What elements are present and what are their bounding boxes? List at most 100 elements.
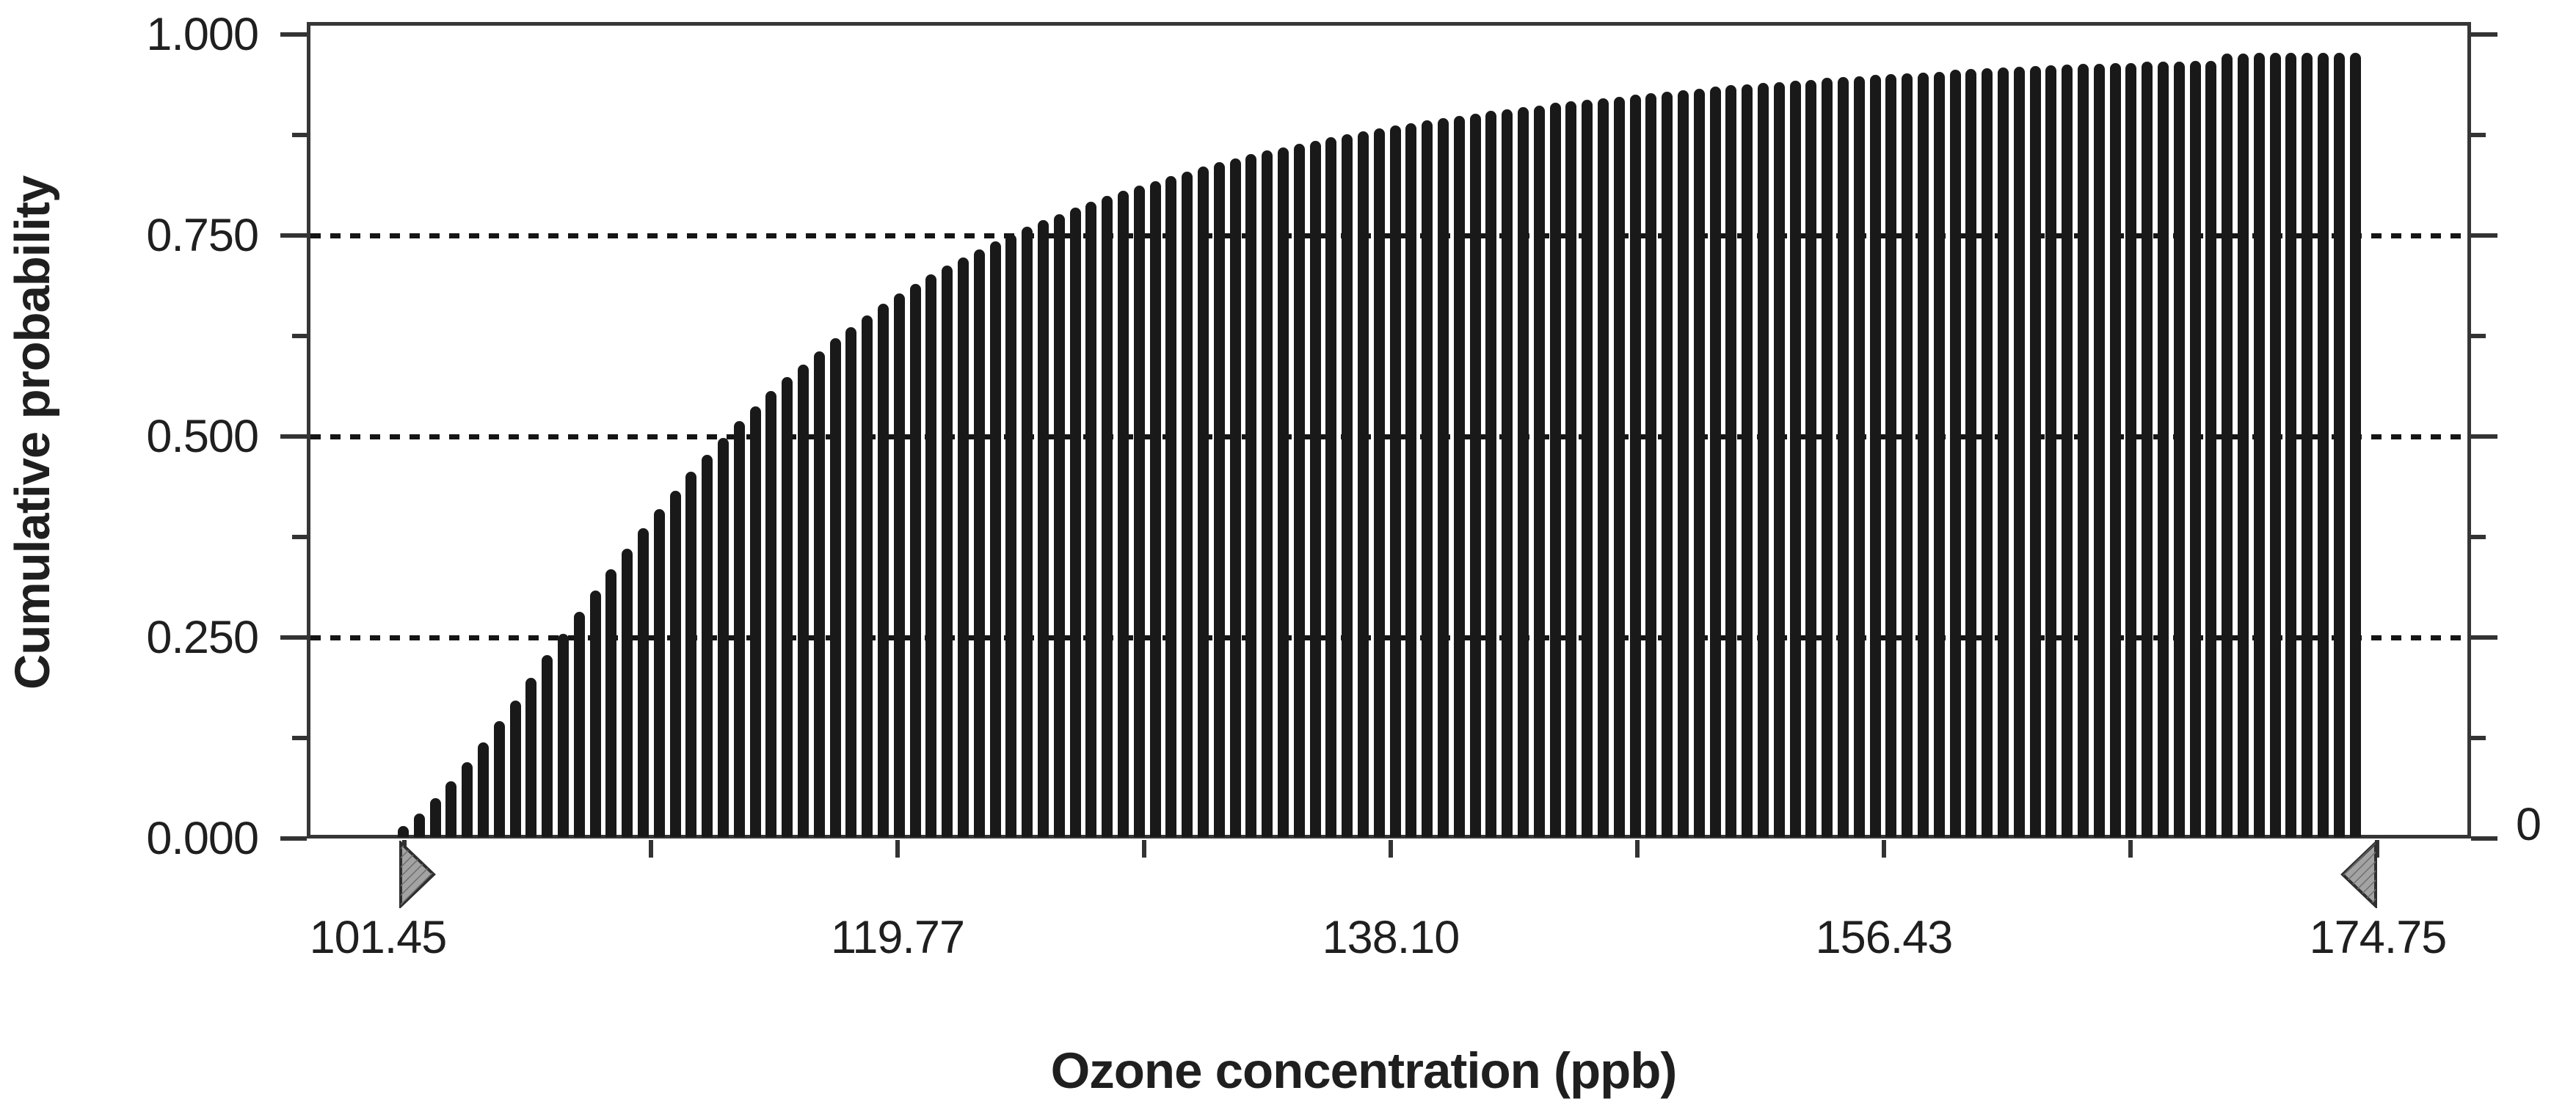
bar <box>1310 141 1321 837</box>
bar <box>1165 176 1176 837</box>
bar <box>1102 196 1113 837</box>
bar <box>1470 114 1481 837</box>
bar <box>1325 137 1336 837</box>
max-range-grabber-icon[interactable] <box>2340 841 2378 908</box>
bar <box>2174 62 2185 837</box>
bar <box>1950 70 1961 837</box>
bar <box>862 315 873 837</box>
bar <box>1485 111 1496 837</box>
bar <box>1645 93 1656 837</box>
bar <box>1758 83 1769 837</box>
bar <box>1582 100 1593 837</box>
bar <box>958 257 969 837</box>
x-axis-tick <box>649 840 653 858</box>
bar <box>685 472 696 837</box>
bar <box>654 509 665 837</box>
bar <box>2030 66 2041 837</box>
bar <box>1005 234 1016 837</box>
y-axis-major-tick <box>280 32 307 37</box>
bar <box>2190 61 2201 837</box>
y-axis-major-tick <box>280 635 307 640</box>
bar <box>2334 53 2345 837</box>
bar <box>1902 73 1913 837</box>
bar <box>622 549 633 837</box>
bar <box>1422 120 1433 837</box>
y-axis-minor-tick <box>292 133 307 137</box>
bar <box>1870 75 1881 837</box>
bar <box>1678 90 1689 837</box>
bar <box>814 351 825 837</box>
bar <box>782 377 793 837</box>
bar <box>1342 134 1353 837</box>
bar <box>1230 158 1241 837</box>
bar <box>1854 76 1865 837</box>
bar <box>574 612 585 837</box>
bar <box>558 634 569 837</box>
bar <box>1118 191 1129 837</box>
bar <box>1934 72 1945 837</box>
bar <box>2014 67 2025 837</box>
bar <box>542 655 553 837</box>
y-tick-label-0750: 0.750 <box>146 210 259 261</box>
y-axis-minor-tick <box>292 535 307 539</box>
y-tick-label-0000: 0.000 <box>146 813 259 864</box>
bar <box>494 721 505 837</box>
bar <box>2318 53 2329 837</box>
bar <box>2158 62 2169 837</box>
bar <box>1198 167 1209 837</box>
y-axis-right-minor-tick <box>2471 133 2486 137</box>
bar <box>925 274 936 837</box>
bar <box>734 421 745 837</box>
bar <box>1054 214 1065 837</box>
y-axis-minor-tick <box>292 334 307 338</box>
bar <box>878 304 889 837</box>
bar <box>718 438 729 837</box>
bar <box>1742 84 1753 837</box>
bar <box>2222 54 2233 837</box>
bar <box>414 814 425 837</box>
bar <box>638 528 649 837</box>
bar <box>1214 162 1225 837</box>
bar <box>1662 92 1673 837</box>
bar <box>2205 61 2216 837</box>
bar <box>974 249 985 837</box>
bar <box>1374 128 1385 837</box>
bar <box>462 762 473 837</box>
bar <box>430 798 441 837</box>
bar <box>590 591 601 837</box>
bar <box>1405 123 1416 837</box>
bar <box>845 327 856 837</box>
x-axis-tick <box>895 840 900 858</box>
bar <box>1565 101 1576 837</box>
bar <box>1085 202 1096 837</box>
x-axis-tick <box>1389 840 1393 858</box>
bar <box>798 365 809 837</box>
y-tick-label-1000: 1.000 <box>146 9 259 60</box>
bar <box>605 569 616 837</box>
bar <box>1038 220 1049 837</box>
bar <box>910 284 921 837</box>
min-range-grabber-icon[interactable] <box>399 841 437 908</box>
bar <box>2078 64 2089 837</box>
x-axis-title: Ozone concentration (ppb) <box>1050 1042 1678 1099</box>
y-axis-right-minor-tick <box>2471 334 2486 338</box>
bar <box>398 826 409 837</box>
x-tick-label-17475: 174.75 <box>2309 912 2448 963</box>
bar <box>1694 89 1705 837</box>
bar <box>830 338 841 837</box>
bar <box>1630 95 1641 837</box>
bar <box>1358 131 1369 837</box>
bar <box>1022 227 1033 837</box>
bar <box>990 241 1001 837</box>
bar <box>1998 67 2009 837</box>
x-tick-label-15643: 156.43 <box>1815 912 1954 963</box>
bar <box>2094 64 2105 837</box>
bar <box>1438 118 1449 837</box>
bar <box>1822 78 1833 837</box>
y-axis-major-tick <box>280 836 307 841</box>
y-tick-label-0250: 0.250 <box>146 612 259 663</box>
bar <box>2142 62 2153 837</box>
bar <box>2254 53 2265 837</box>
gridline-025 <box>310 635 2468 640</box>
bar <box>750 406 761 837</box>
